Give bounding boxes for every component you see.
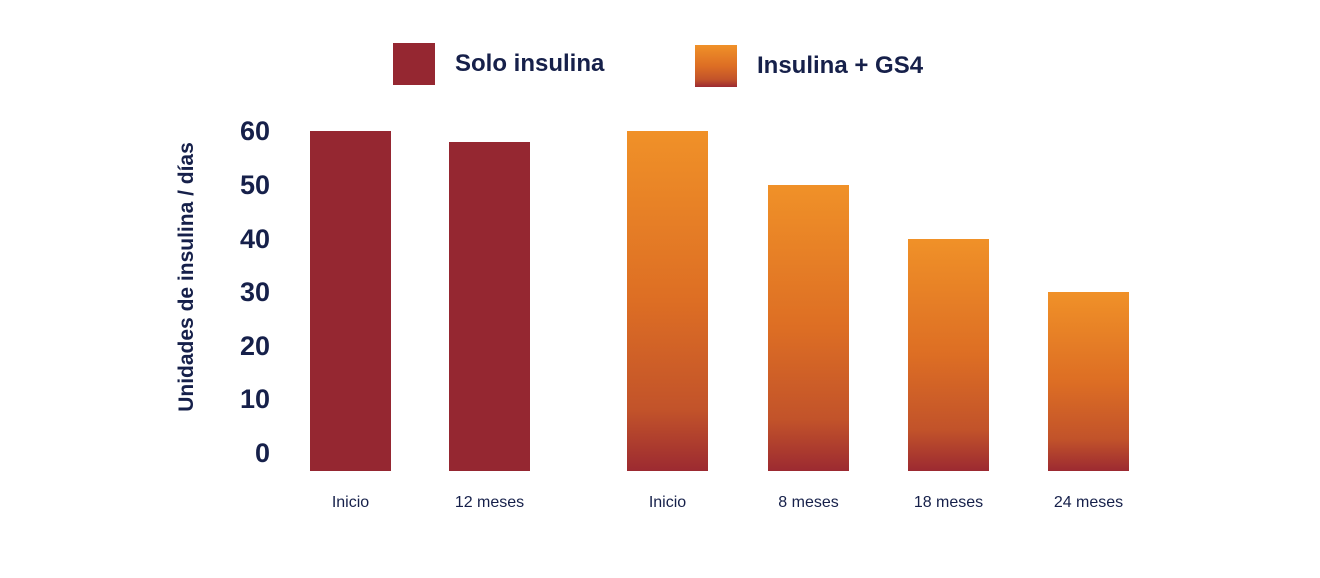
y-tick-label-30: 30 xyxy=(239,277,270,308)
legend-item-solo-insulina: Solo insulina xyxy=(393,43,604,85)
legend-swatch-insulina-gs4 xyxy=(695,45,737,87)
y-tick-label-10: 10 xyxy=(239,384,270,415)
legend-item-insulina-gs4: Insulina + GS4 xyxy=(695,45,923,87)
bar-insulina-gs4-18-meses xyxy=(908,238,989,471)
y-tick-label-50: 50 xyxy=(239,170,270,200)
y-tick-label-40: 40 xyxy=(239,223,270,254)
legend-label-solo-insulina: Solo insulina xyxy=(455,50,605,77)
legend-label-insulina-gs4: Insulina + GS4 xyxy=(757,52,924,79)
bar-insulina-gs4-inicio xyxy=(627,131,708,471)
bar-insulina-gs4-24-meses xyxy=(1048,292,1129,471)
bar-insulina-gs4-8-meses xyxy=(768,185,849,471)
x-axis-label: 24 meses xyxy=(1053,494,1124,511)
bar-solo-insulina-12-meses xyxy=(449,142,530,471)
y-tick-label-20: 20 xyxy=(239,330,270,361)
bar-solo-insulina-inicio xyxy=(310,131,391,471)
x-axis-label: 8 meses xyxy=(778,494,839,511)
x-axis-label: 12 meses xyxy=(454,494,525,511)
legend-swatch-solo-insulina xyxy=(393,43,435,85)
x-axis-label: 18 meses xyxy=(913,494,984,511)
x-axis-label: Inicio xyxy=(648,494,687,511)
y-tick-label-0: 0 xyxy=(254,438,270,468)
y-tick-label-60: 60 xyxy=(239,116,270,147)
x-axis-label: Inicio xyxy=(331,494,370,511)
